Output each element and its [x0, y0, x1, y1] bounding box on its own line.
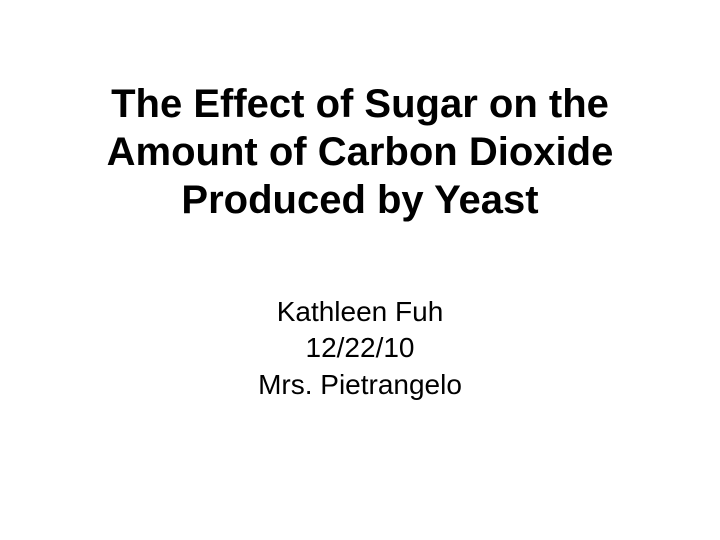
subtitle-block: Kathleen Fuh 12/22/10 Mrs. Pietrangelo — [50, 294, 670, 403]
title-line-1: The Effect of Sugar on the — [50, 80, 670, 128]
title-block: The Effect of Sugar on the Amount of Car… — [50, 80, 670, 224]
title-line-2: Amount of Carbon Dioxide — [50, 128, 670, 176]
presentation-date: 12/22/10 — [50, 330, 670, 366]
slide-container: The Effect of Sugar on the Amount of Car… — [0, 0, 720, 540]
author-name: Kathleen Fuh — [50, 294, 670, 330]
title-line-3: Produced by Yeast — [50, 176, 670, 224]
teacher-name: Mrs. Pietrangelo — [50, 367, 670, 403]
